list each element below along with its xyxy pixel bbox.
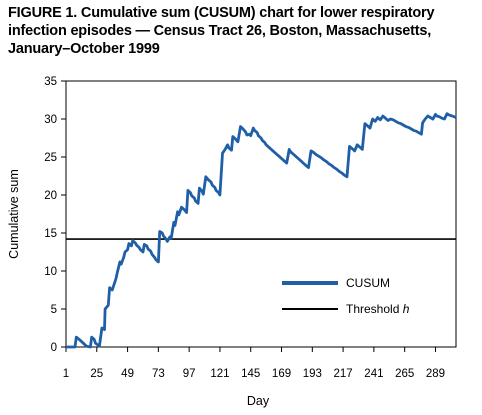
y-tick-label: 25	[44, 152, 57, 164]
y-tick-label: 30	[44, 114, 57, 126]
x-tick-label: 169	[272, 368, 291, 380]
y-axis-title: Cumulative sum	[7, 169, 21, 259]
x-tick-label: 97	[183, 368, 196, 380]
y-tick-label: 0	[51, 342, 57, 354]
x-tick-label: 217	[334, 368, 353, 380]
chart-series	[66, 112, 457, 349]
y-tick-label: 5	[51, 304, 57, 316]
x-tick-label: 193	[303, 368, 322, 380]
y-tick-label: 20	[44, 190, 57, 202]
y-tick-label: 10	[44, 266, 57, 278]
x-tick-label: 25	[90, 368, 103, 380]
x-tick-label: 241	[364, 368, 383, 380]
chart-title-line-3: January–October 1999	[8, 41, 160, 57]
chart-axes	[65, 80, 457, 348]
x-tick-label: 289	[426, 368, 445, 380]
x-tick-label: 121	[210, 368, 229, 380]
legend-threshold-label: Threshold h	[346, 302, 410, 316]
x-tick-label: 49	[121, 368, 134, 380]
x-tick-label: 265	[395, 368, 414, 380]
chart-legend: CUSUM Threshold h	[282, 276, 410, 316]
chart-title: FIGURE 1. Cumulative sum (CUSUM) chart f…	[8, 4, 478, 58]
legend-cusum-label: CUSUM	[346, 276, 390, 290]
y-tick-label: 15	[44, 228, 57, 240]
chart-title-line-1: FIGURE 1. Cumulative sum (CUSUM) chart f…	[8, 5, 435, 21]
legend-threshold-label-text: Threshold	[346, 302, 403, 316]
cusum-line	[66, 112, 457, 349]
x-axis-title: Day	[247, 394, 270, 408]
x-tick-label: 1	[63, 368, 69, 380]
plot-frame	[65, 80, 457, 348]
x-tick-label: 73	[152, 368, 165, 380]
x-tick-label: 145	[241, 368, 260, 380]
chart-title-line-2: infection episodes — Census Tract 26, Bo…	[8, 23, 432, 39]
axis-ticks: 0 5 10 15 20 25 30 35 1 25 49 73 97 121 145 169 193 217 24…	[44, 76, 445, 380]
y-tick-label: 35	[44, 76, 57, 88]
legend-threshold-label-var: h	[403, 302, 410, 316]
